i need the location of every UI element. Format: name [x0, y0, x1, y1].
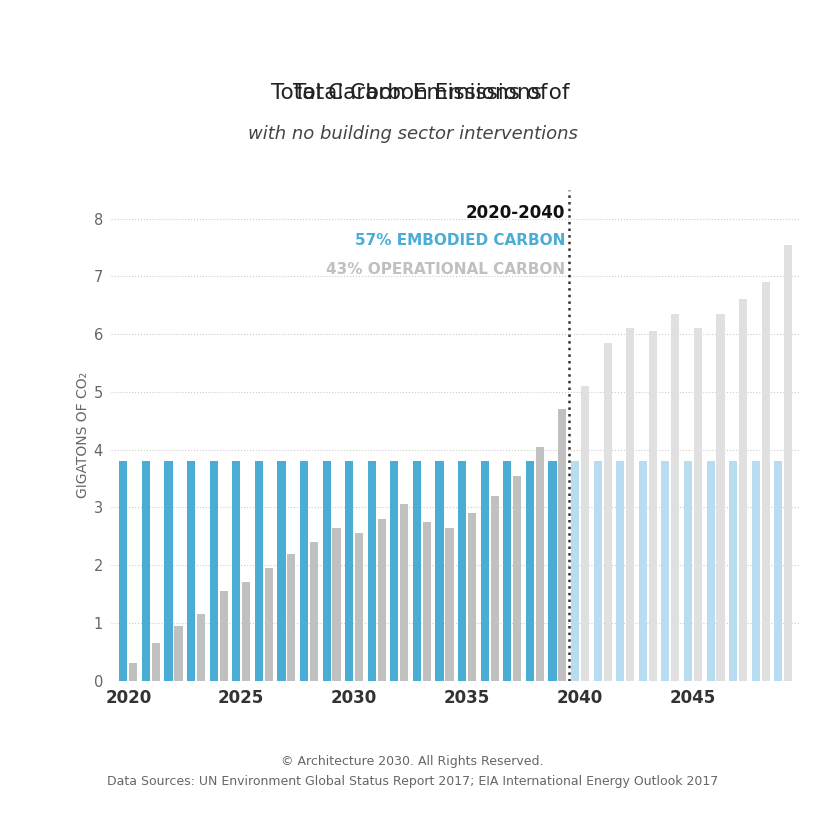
Bar — [390, 461, 398, 681]
Bar — [219, 591, 228, 681]
Bar — [481, 461, 488, 681]
Bar — [639, 461, 647, 681]
Bar — [729, 461, 738, 681]
Bar — [368, 461, 376, 681]
Bar — [604, 343, 611, 681]
Bar — [378, 519, 386, 681]
Text: 43% OPERATIONAL CARBON: 43% OPERATIONAL CARBON — [326, 262, 565, 277]
Bar — [593, 461, 601, 681]
Bar — [549, 461, 557, 681]
Bar — [739, 299, 747, 681]
Bar — [287, 554, 295, 681]
Bar — [694, 328, 702, 681]
Bar — [513, 475, 521, 681]
Bar — [255, 461, 263, 681]
Bar — [491, 496, 499, 681]
Text: with no building sector interventions: with no building sector interventions — [248, 125, 578, 143]
Text: Total Carbon Emissions of: Total Carbon Emissions of — [293, 83, 576, 103]
Bar — [503, 461, 512, 681]
Bar — [458, 461, 466, 681]
Bar — [468, 513, 476, 681]
Bar — [332, 528, 341, 681]
Bar — [559, 409, 567, 681]
Bar — [684, 461, 692, 681]
Bar — [526, 461, 534, 681]
Bar — [436, 461, 444, 681]
Bar — [164, 461, 172, 681]
Text: 57% EMBODIED CARBON: 57% EMBODIED CARBON — [355, 233, 565, 248]
Text: 2020-2040: 2020-2040 — [466, 205, 565, 222]
Bar — [187, 461, 196, 681]
Bar — [775, 461, 782, 681]
Text: Data Sources: UN Environment Global Status Report 2017; EIA International Energy: Data Sources: UN Environment Global Stat… — [107, 776, 718, 789]
Bar — [345, 461, 353, 681]
Bar — [581, 386, 589, 681]
Bar — [446, 528, 454, 681]
Bar — [706, 461, 714, 681]
Bar — [310, 542, 318, 681]
Y-axis label: GIGATONS OF CO₂: GIGATONS OF CO₂ — [76, 372, 90, 498]
Bar — [210, 461, 218, 681]
Bar — [142, 461, 150, 681]
Bar — [300, 461, 308, 681]
Bar — [130, 663, 137, 681]
Bar — [752, 461, 760, 681]
Bar — [152, 644, 160, 681]
Bar — [355, 534, 363, 681]
Bar — [412, 461, 421, 681]
Bar — [423, 522, 431, 681]
Bar — [626, 328, 634, 681]
Bar — [323, 461, 331, 681]
Bar — [716, 314, 724, 681]
Bar — [785, 244, 792, 681]
Bar — [648, 331, 657, 681]
Text: Total Carbon Emissions of Global New Construction: Total Carbon Emissions of Global New Con… — [138, 83, 687, 103]
Bar — [616, 461, 625, 681]
Bar — [400, 504, 408, 681]
Text: Total Carbon Emissions of: Total Carbon Emissions of — [271, 83, 554, 103]
Bar — [672, 314, 680, 681]
Bar — [535, 447, 544, 681]
Bar — [197, 614, 205, 681]
Bar — [571, 461, 579, 681]
Bar — [265, 568, 273, 681]
Bar — [174, 625, 182, 681]
Bar — [243, 582, 250, 681]
Bar — [761, 282, 770, 681]
Text: © Architecture 2030. All Rights Reserved.: © Architecture 2030. All Rights Reserved… — [281, 755, 544, 768]
Bar — [232, 461, 240, 681]
Bar — [120, 461, 127, 681]
Bar — [662, 461, 669, 681]
Bar — [277, 461, 285, 681]
